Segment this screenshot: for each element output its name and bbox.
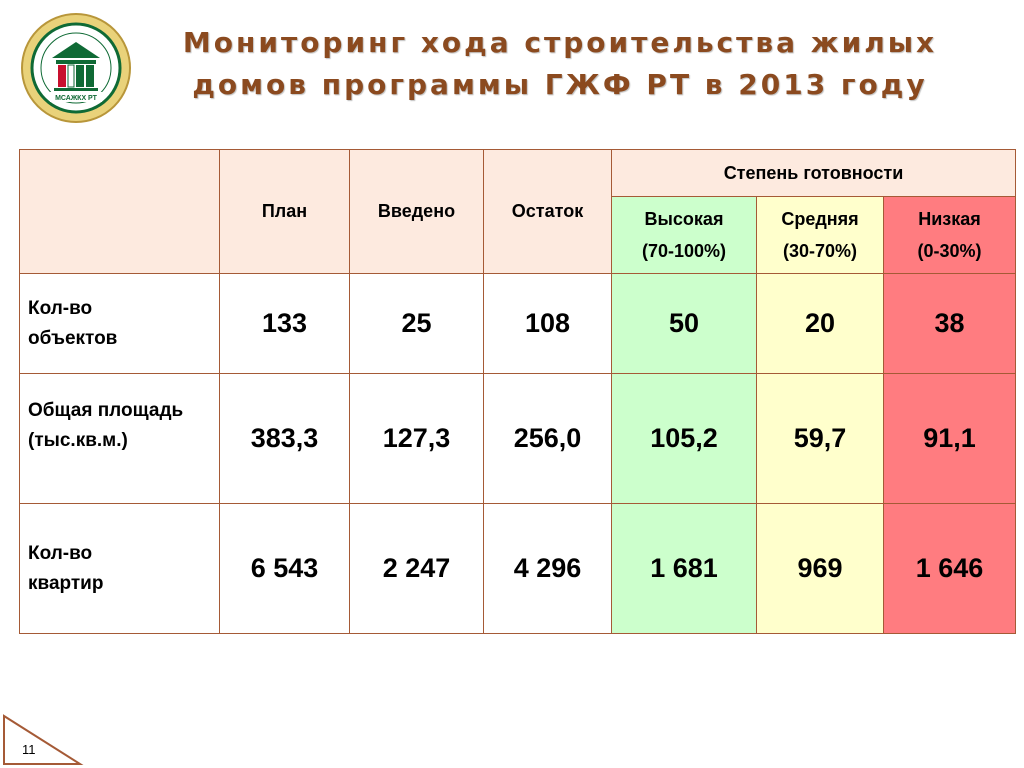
title-line-2: домов программы ГЖФ РТ в 2013 году: [192, 68, 928, 101]
header-medium: Средняя (30-70%): [756, 196, 884, 274]
header-introduced: Введено: [349, 149, 484, 274]
header-low-label: Низкая: [918, 209, 981, 229]
cell-introduced: 25: [349, 273, 484, 374]
construction-monitoring-table: План Введено Остаток Степень готовности …: [19, 149, 1017, 634]
cell-low: 1 646: [882, 503, 1017, 634]
cell-medium: 20: [756, 273, 884, 374]
cell-introduced: 127,3: [349, 373, 484, 504]
cell-high: 105,2: [611, 373, 757, 504]
title-line-1: Мониторинг хода строительства жилых: [182, 26, 938, 59]
row-label-line1: Кол-во: [28, 297, 93, 319]
header-remainder: Остаток: [483, 149, 612, 274]
row-label-line2: (тыс.кв.м.): [28, 430, 128, 451]
cell-low: 91,1: [882, 373, 1017, 504]
table-row: Общая площадь (тыс.кв.м.) 383,3 127,3 25…: [19, 373, 1017, 504]
cell-medium: 59,7: [756, 373, 884, 504]
ministry-logo: МСАЖКХ РТ: [20, 12, 132, 124]
cell-remainder: 256,0: [483, 373, 612, 504]
header-high-range: (70-100%): [641, 241, 727, 261]
header-medium-label: Средняя: [781, 209, 859, 229]
cell-medium: 969: [756, 503, 884, 634]
cell-high: 50: [611, 273, 757, 374]
row-label: Кол-во объектов: [19, 273, 220, 374]
header-plan: План: [219, 149, 350, 274]
page-corner-triangle: [3, 714, 84, 765]
header-low: Низкая (0-30%): [882, 196, 1017, 274]
cell-high: 1 681: [611, 503, 757, 634]
page-number: 11: [22, 742, 36, 757]
header-low-range: (0-30%): [917, 241, 982, 261]
cell-plan: 133: [219, 273, 350, 374]
row-label: Общая площадь (тыс.кв.м.): [19, 373, 220, 504]
cell-remainder: 108: [483, 273, 612, 374]
row-label-line1: Общая площадь: [28, 400, 184, 421]
row-label-line1: Кол-во: [28, 542, 93, 564]
cell-remainder: 4 296: [483, 503, 612, 634]
table-row: Кол-во объектов 133 25 108 50 20 38: [19, 273, 1017, 374]
row-label-line2: объектов: [28, 327, 118, 349]
table-row: Кол-во квартир 6 543 2 247 4 296 1 681 9…: [19, 503, 1017, 634]
page-title: Мониторинг хода строительства жилых домо…: [150, 22, 970, 106]
row-label-line2: квартир: [28, 572, 104, 594]
header-readiness: Степень готовности: [610, 149, 1017, 197]
cell-plan: 383,3: [219, 373, 350, 504]
header-high-label: Высокая: [644, 209, 724, 229]
row-label: Кол-во квартир: [19, 503, 220, 634]
logo-text: МСАЖКХ РТ: [55, 95, 98, 102]
cell-plan: 6 543: [219, 503, 350, 634]
header-corner-cell: [19, 149, 220, 274]
cell-low: 38: [882, 273, 1017, 374]
header-high: Высокая (70-100%): [611, 196, 757, 274]
cell-introduced: 2 247: [349, 503, 484, 634]
header-medium-range: (30-70%): [782, 241, 858, 261]
